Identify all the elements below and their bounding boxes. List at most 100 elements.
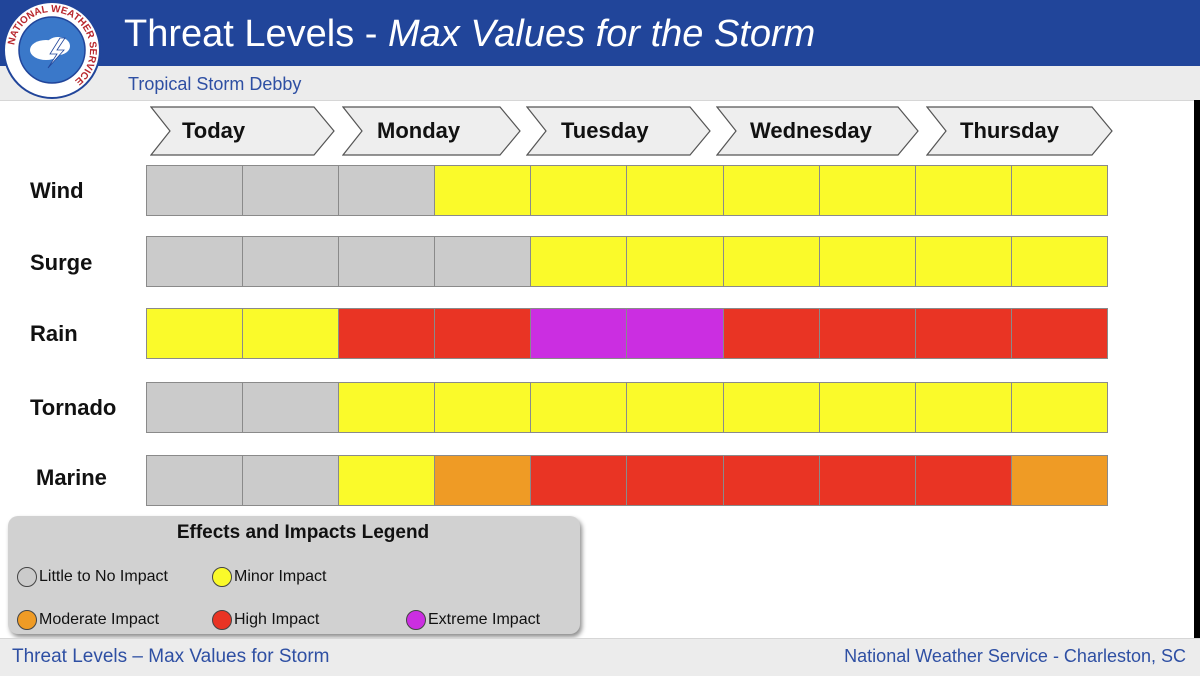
- threat-row-rain: [146, 308, 1108, 359]
- legend-swatch-icon: [212, 567, 232, 587]
- threat-cell: [339, 383, 436, 432]
- footer-bar: Threat Levels – Max Values for Storm Nat…: [0, 638, 1200, 676]
- threat-cell: [435, 456, 532, 505]
- day-arrow-polygon: [526, 106, 711, 156]
- day-arrow-shape: [926, 106, 1113, 156]
- right-edge-bar: [1194, 100, 1200, 638]
- threat-cell: [627, 383, 724, 432]
- subtitle-bar: Tropical Storm Debby: [0, 66, 1200, 101]
- day-arrow-today: Today: [150, 106, 336, 156]
- threat-cell: [627, 166, 724, 215]
- legend-item-extreme: Extreme Impact: [406, 610, 540, 630]
- legend-label: Minor Impact: [234, 568, 327, 585]
- threat-row-wind: [146, 165, 1108, 216]
- threat-cell: [147, 166, 244, 215]
- legend-title: Effects and Impacts Legend: [176, 522, 430, 543]
- threat-cell: [435, 166, 532, 215]
- day-arrow-polygon: [150, 106, 335, 156]
- threat-cell: [627, 237, 724, 286]
- day-arrow-shape: [716, 106, 919, 156]
- legend-swatch-icon: [406, 610, 426, 630]
- threat-cell: [435, 237, 532, 286]
- threat-cell: [243, 166, 340, 215]
- footer-title: Threat Levels – Max Values for Storm: [12, 646, 330, 667]
- threat-cell: [915, 309, 1012, 358]
- threat-cell: [1011, 383, 1107, 432]
- legend-label: High Impact: [234, 611, 320, 628]
- threat-cell: [339, 309, 436, 358]
- threat-cell: [915, 456, 1012, 505]
- threat-cell: [627, 309, 724, 358]
- threat-label-rain: Rain: [30, 321, 78, 346]
- threat-cell: [147, 383, 244, 432]
- threat-cell: [1011, 166, 1107, 215]
- legend-label: Extreme Impact: [428, 611, 541, 628]
- threat-cell: [819, 309, 916, 358]
- day-arrow-monday: Monday: [342, 106, 522, 156]
- threat-cell: [243, 237, 340, 286]
- day-arrow-polygon: [342, 106, 521, 156]
- threat-cell: [147, 309, 244, 358]
- threat-cell: [1011, 456, 1107, 505]
- day-arrow-polygon: [926, 106, 1113, 156]
- threat-cell: [915, 383, 1012, 432]
- threat-cell: [723, 309, 820, 358]
- threat-cell: [1011, 309, 1107, 358]
- day-arrow-shape: [526, 106, 711, 156]
- threat-cell: [147, 456, 244, 505]
- threat-cell: [147, 237, 244, 286]
- day-label: Thursday: [960, 118, 1060, 143]
- page-title: Threat Levels - Max Values for the Storm: [124, 12, 815, 56]
- legend-label: Little to No Impact: [39, 568, 168, 585]
- legend-swatch-icon: [17, 567, 37, 587]
- impacts-legend: Effects and Impacts Legend Little to No …: [8, 516, 580, 634]
- footer-office: National Weather Service - Charleston, S…: [844, 646, 1186, 666]
- legend-item-little: Little to No Impact: [17, 567, 168, 587]
- legend-item-moderate: Moderate Impact: [17, 610, 159, 630]
- threat-label-marine: Marine: [36, 465, 107, 490]
- threat-cell: [531, 383, 628, 432]
- threat-row-marine: [146, 455, 1108, 506]
- day-label: Monday: [377, 118, 461, 143]
- threat-row-surge: [146, 236, 1108, 287]
- threat-cell: [627, 456, 724, 505]
- threat-label-tornado: Tornado: [30, 395, 117, 420]
- legend-swatch-icon: [212, 610, 232, 630]
- legend-swatch-icon: [17, 610, 37, 630]
- threat-cell: [243, 456, 340, 505]
- day-arrow-wednesday: Wednesday: [716, 106, 920, 156]
- title-main: Threat Levels -: [124, 13, 388, 55]
- threat-label-surge: Surge: [30, 250, 93, 275]
- threat-cell: [723, 237, 820, 286]
- threat-label-wind: Wind: [30, 178, 84, 203]
- threat-cell: [819, 166, 916, 215]
- legend-label: Moderate Impact: [39, 611, 160, 628]
- threat-cell: [531, 456, 628, 505]
- threat-cell: [723, 456, 820, 505]
- threat-cell: [243, 383, 340, 432]
- threat-cell: [435, 383, 532, 432]
- day-label: Tuesday: [561, 118, 649, 143]
- threat-row-tornado: [146, 382, 1108, 433]
- legend-item-high: High Impact: [212, 610, 319, 630]
- day-arrow-thursday: Thursday: [926, 106, 1114, 156]
- threat-cell: [819, 237, 916, 286]
- legend-item-minor: Minor Impact: [212, 567, 326, 587]
- title-italic: Max Values for the Storm: [388, 13, 816, 55]
- day-label: Wednesday: [750, 118, 872, 143]
- storm-subtitle: Tropical Storm Debby: [128, 74, 302, 94]
- day-arrow-polygon: [716, 106, 919, 156]
- threat-cell: [915, 166, 1012, 215]
- threat-cell: [723, 166, 820, 215]
- nws-logo-icon: NATIONAL WEATHER SERVICE: [3, 1, 101, 99]
- header-bar: Threat Levels - Max Values for the Storm: [0, 0, 1200, 66]
- threat-cell: [435, 309, 532, 358]
- threat-cell: [531, 309, 628, 358]
- day-arrow-shape: [150, 106, 335, 156]
- threat-cell: [723, 383, 820, 432]
- threat-cell: [243, 309, 340, 358]
- threat-cell: [531, 237, 628, 286]
- threat-cell: [819, 383, 916, 432]
- day-label: Today: [182, 118, 246, 143]
- day-arrow-tuesday: Tuesday: [526, 106, 712, 156]
